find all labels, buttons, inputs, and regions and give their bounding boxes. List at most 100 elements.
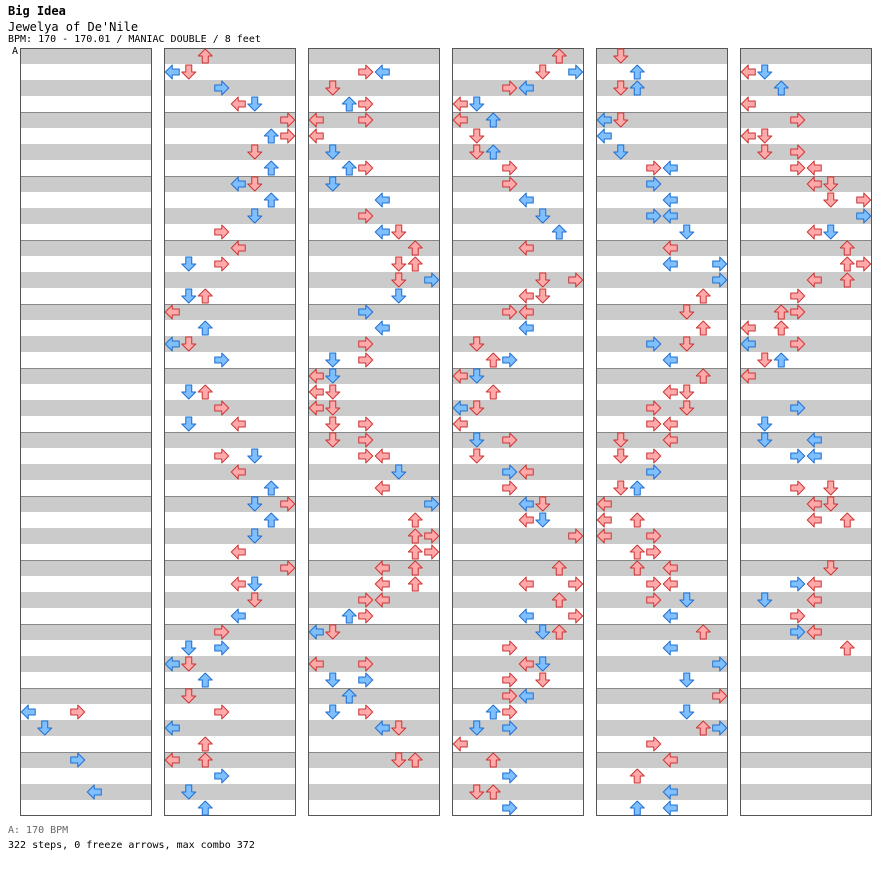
arrow-right-icon xyxy=(790,304,806,320)
arrow-down-icon xyxy=(535,496,551,512)
beat-band xyxy=(596,384,728,400)
arrow-up-icon xyxy=(629,800,645,816)
arrow-down-icon xyxy=(823,224,839,240)
arrow-left-icon xyxy=(518,288,534,304)
beat-band xyxy=(164,192,296,208)
arrow-up-icon xyxy=(485,144,501,160)
arrow-up-icon xyxy=(695,368,711,384)
arrow-right-icon xyxy=(568,272,584,288)
beat-band xyxy=(20,448,152,464)
beat-band xyxy=(452,608,584,624)
beat-band xyxy=(20,112,152,128)
arrow-right-icon xyxy=(502,432,518,448)
arrow-left-icon xyxy=(596,496,612,512)
beat-band xyxy=(20,544,152,560)
beat-band xyxy=(164,624,296,640)
arrow-up-icon xyxy=(197,48,213,64)
arrow-right-icon xyxy=(568,576,584,592)
beat-band xyxy=(308,576,440,592)
beat-band xyxy=(740,704,872,720)
arrow-right-icon xyxy=(646,448,662,464)
beat-band xyxy=(164,688,296,704)
arrow-up-icon xyxy=(407,576,423,592)
beat-band xyxy=(452,80,584,96)
arrow-down-icon xyxy=(391,256,407,272)
arrow-left-icon xyxy=(518,464,534,480)
beat-band xyxy=(20,784,152,800)
beat-band xyxy=(164,544,296,560)
column-border xyxy=(596,48,728,816)
arrow-right-icon xyxy=(502,480,518,496)
arrow-up-icon xyxy=(485,352,501,368)
arrow-left-icon xyxy=(740,128,756,144)
beat-band xyxy=(596,576,728,592)
arrow-right-icon xyxy=(790,624,806,640)
beat-band xyxy=(20,288,152,304)
beat-band xyxy=(164,256,296,272)
arrow-left-icon xyxy=(230,240,246,256)
beat-band xyxy=(164,416,296,432)
arrow-down-icon xyxy=(247,176,263,192)
beat-band xyxy=(308,176,440,192)
arrow-up-icon xyxy=(263,128,279,144)
arrow-up-icon xyxy=(839,640,855,656)
beat-band xyxy=(164,768,296,784)
arrow-left-icon xyxy=(806,432,822,448)
beat-band xyxy=(20,304,152,320)
arrow-up-icon xyxy=(341,688,357,704)
beat-band xyxy=(164,368,296,384)
arrow-right-icon xyxy=(358,608,374,624)
beat-band xyxy=(740,240,872,256)
arrow-left-icon xyxy=(374,720,390,736)
arrow-right-icon xyxy=(214,224,230,240)
arrow-up-icon xyxy=(629,768,645,784)
beat-band xyxy=(596,544,728,560)
beat-band xyxy=(596,768,728,784)
beat-band xyxy=(308,720,440,736)
beat-band xyxy=(596,176,728,192)
arrow-right-icon xyxy=(646,336,662,352)
arrow-up-icon xyxy=(341,160,357,176)
beat-band xyxy=(308,48,440,64)
beat-band xyxy=(452,256,584,272)
arrow-down-icon xyxy=(469,368,485,384)
arrow-right-icon xyxy=(790,448,806,464)
arrow-left-icon xyxy=(806,272,822,288)
beat-band xyxy=(740,256,872,272)
arrow-right-icon xyxy=(214,400,230,416)
beat-band xyxy=(452,192,584,208)
arrow-right-icon xyxy=(358,208,374,224)
arrow-left-icon xyxy=(452,96,468,112)
beat-band xyxy=(740,352,872,368)
beat-band xyxy=(596,704,728,720)
arrow-down-icon xyxy=(613,480,629,496)
beat-band xyxy=(164,288,296,304)
arrow-down-icon xyxy=(823,480,839,496)
arrow-down-icon xyxy=(325,144,341,160)
beat-band xyxy=(308,448,440,464)
beat-band xyxy=(596,80,728,96)
arrow-left-icon xyxy=(164,720,180,736)
beat-band xyxy=(164,352,296,368)
beat-band xyxy=(308,384,440,400)
beat-band xyxy=(596,288,728,304)
arrow-left-icon xyxy=(518,80,534,96)
beat-band xyxy=(740,608,872,624)
beat-band xyxy=(740,400,872,416)
arrow-right-icon xyxy=(502,800,518,816)
arrow-up-icon xyxy=(695,720,711,736)
arrow-left-icon xyxy=(596,512,612,528)
arrow-left-icon xyxy=(806,448,822,464)
arrow-right-icon xyxy=(790,608,806,624)
arrow-left-icon xyxy=(806,592,822,608)
arrow-right-icon xyxy=(280,560,296,576)
beat-band xyxy=(596,96,728,112)
beat-band xyxy=(740,336,872,352)
arrow-down-icon xyxy=(535,672,551,688)
song-title: Big Idea xyxy=(8,4,66,18)
beat-band xyxy=(452,672,584,688)
beat-band xyxy=(452,656,584,672)
beat-band xyxy=(596,688,728,704)
beat-band xyxy=(164,48,296,64)
beat-band xyxy=(740,432,872,448)
